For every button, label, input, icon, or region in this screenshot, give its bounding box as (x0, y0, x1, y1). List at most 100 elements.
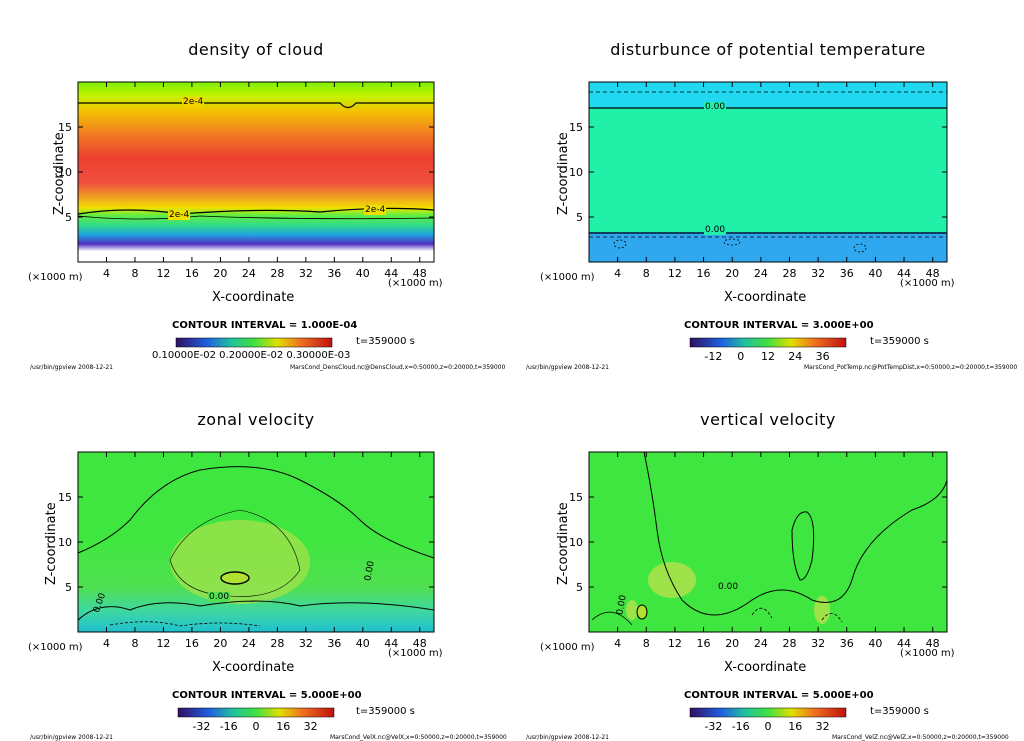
contour-interval: CONTOUR INTERVAL = 5.000E+00 (684, 690, 874, 701)
footer-right: MarsCond_VelX.nc@VelX,x=0:50000,z=0:2000… (330, 734, 507, 741)
x-tick-label: 24 (754, 637, 768, 650)
colorbar (689, 707, 847, 718)
x-tick-label: 44 (384, 267, 398, 280)
x-tick-label: 8 (643, 267, 650, 280)
contour-interval: CONTOUR INTERVAL = 3.000E+00 (684, 320, 874, 331)
x-tick-label: 40 (356, 637, 370, 650)
x-tick-label: 48 (926, 637, 940, 650)
x-tick-label: 4 (103, 267, 110, 280)
heatmap-field (589, 452, 947, 632)
y-tick-label: 5 (576, 581, 583, 594)
x-tick-label: 48 (926, 267, 940, 280)
panel-vertical-velocity: vertical velocity 4 8 12 16 20 24 28 32 36 40 44 48… (512, 370, 1024, 741)
x-tick-label: 20 (725, 637, 739, 650)
colorbar-tick-label: 0 (252, 720, 260, 733)
y-tick-label: 10 (58, 166, 72, 179)
x-tick-label: 12 (156, 267, 170, 280)
colorbar-tick-label: 16 (276, 720, 291, 733)
colorbar-tick-label: -32 (192, 720, 211, 733)
x-tick-label: 16 (185, 637, 199, 650)
x-tick-label: 40 (868, 637, 882, 650)
heatmap-blob (648, 562, 696, 598)
footer-right: MarsCond_PotTemp.nc@PotTempDist,x=0:5000… (804, 364, 1018, 371)
y-tick-label: 10 (569, 166, 583, 179)
x-tick-label: 36 (327, 637, 341, 650)
x-tick-label: 32 (811, 637, 825, 650)
x-tick-label: 48 (413, 637, 427, 650)
x-tick-label: 40 (868, 267, 882, 280)
y-tick-label: 15 (58, 491, 72, 504)
footer-left: /usr/bin/gpview 2008-12-21 (30, 364, 113, 371)
time-label: t=359000 s (356, 336, 415, 347)
y-axis-label: Z-coordinate (44, 502, 59, 585)
colorbar-tick-label: -16 (731, 720, 750, 733)
x-tick-label: 24 (754, 267, 768, 280)
x-unit-right: (×1000 m) (900, 648, 955, 659)
colorbar-tick-label: 24 (788, 350, 803, 363)
heatmap-blob (626, 600, 638, 620)
footer-left: /usr/bin/gpview 2008-12-21 (526, 734, 609, 741)
contour-line (591, 611, 633, 626)
colorbar (689, 337, 847, 348)
x-tick-label: 28 (270, 637, 284, 650)
x-unit-left: (×1000 m) (28, 272, 83, 283)
heatmap-field (78, 82, 434, 262)
x-unit-left: (×1000 m) (540, 642, 595, 653)
x-tick-label: 4 (614, 267, 621, 280)
x-tick-label: 28 (270, 267, 284, 280)
contour-line (821, 613, 843, 623)
y-axis-label: Z-coordinate (52, 132, 67, 215)
x-tick-label: 36 (840, 637, 854, 650)
contour-line (77, 215, 435, 220)
contour-line (751, 607, 773, 619)
colorbar-labels: 0.10000E-02 0.20000E-02 0.30000E-03 (152, 350, 351, 361)
x-tick-label: 44 (897, 637, 911, 650)
contour-label: 2e-4 (182, 97, 205, 107)
panel-density-of-cloud: density of cloud (0, 0, 512, 371)
footer-left: /usr/bin/gpview 2008-12-21 (526, 364, 609, 371)
y-tick-label: 15 (58, 121, 72, 134)
colorbar-tick-label: -16 (219, 720, 238, 733)
contour-line (723, 238, 741, 246)
chart-title: disturbunce of potential temperature (610, 40, 926, 59)
y-tick-label: 5 (576, 211, 583, 224)
chart-title: zonal velocity (197, 410, 315, 429)
x-axis-label: X-coordinate (212, 660, 295, 675)
x-tick-label: 20 (213, 637, 227, 650)
y-tick-label: 10 (58, 536, 72, 549)
colorbar-tick-label: 36 (815, 350, 830, 363)
x-axis-label: X-coordinate (724, 290, 807, 305)
colorbar-tick-label: 0 (764, 720, 772, 733)
x-tick-label: 44 (384, 637, 398, 650)
heatmap-band (589, 232, 947, 262)
y-tick-label: 5 (65, 211, 72, 224)
colorbar-tick-label: 12 (761, 350, 775, 363)
x-unit-right: (×1000 m) (388, 648, 443, 659)
x-tick-label: 24 (242, 637, 256, 650)
x-unit-left: (×1000 m) (540, 272, 595, 283)
x-axis-label: X-coordinate (724, 660, 807, 675)
colorbar (177, 707, 335, 718)
y-tick-label: 10 (569, 536, 583, 549)
heatmap-blob (170, 520, 310, 604)
contour-line (636, 604, 648, 620)
x-tick-label: 32 (299, 637, 313, 650)
y-axis-label: Z-coordinate (556, 132, 571, 215)
x-tick-label: 48 (413, 267, 427, 280)
contour-line (791, 511, 815, 581)
contour-line (78, 102, 434, 109)
y-tick-label: 15 (569, 121, 583, 134)
footer-right: MarsCond_VelZ.nc@VelZ,x=0:50000,z=0:2000… (832, 734, 1009, 741)
colorbar (175, 337, 333, 348)
x-tick-label: 16 (697, 267, 711, 280)
time-label: t=359000 s (870, 336, 929, 347)
x-tick-label: 44 (897, 267, 911, 280)
x-tick-label: 24 (242, 267, 256, 280)
x-tick-label: 12 (668, 637, 682, 650)
contour-label: 0.00 (704, 102, 727, 112)
colorbar-tick-label: 32 (303, 720, 318, 733)
